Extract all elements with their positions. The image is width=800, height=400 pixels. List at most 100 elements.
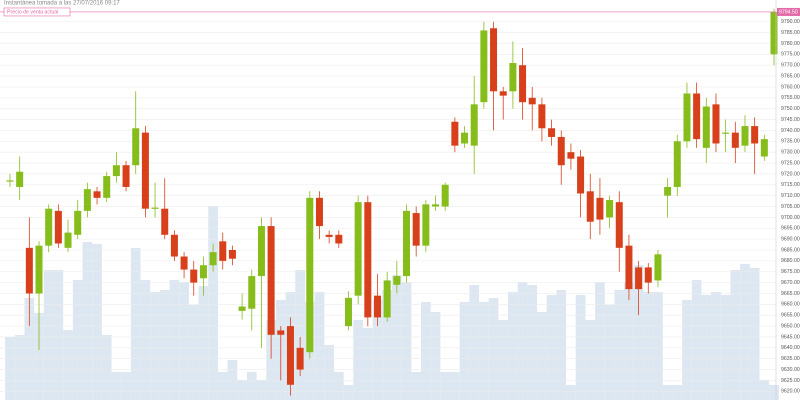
candle-body (277, 330, 285, 335)
candle-body (373, 295, 381, 318)
candle-body (586, 191, 594, 222)
volume-bar (730, 270, 741, 400)
candle-body (567, 152, 575, 159)
candle-body (499, 91, 507, 96)
candle-body (257, 226, 265, 277)
volume-bar (604, 305, 615, 400)
candle-body (441, 184, 449, 207)
candle-body (161, 208, 169, 235)
candle-body (673, 141, 681, 187)
y-tick-label: 9660.00 (781, 302, 800, 308)
volume-layer (5, 206, 779, 400)
candle-body (219, 241, 227, 261)
candle-body (461, 132, 469, 144)
candle-layer (6, 8, 778, 396)
candle-body (557, 136, 565, 166)
candle-body (248, 276, 256, 309)
candle-body (170, 234, 178, 257)
volume-bar (5, 337, 15, 400)
candle-body (509, 63, 517, 92)
volume-bar (53, 270, 64, 400)
y-tick-label: 9735.00 (781, 139, 800, 145)
candle-body (635, 267, 643, 290)
candle-body (74, 210, 82, 235)
volume-bar (585, 320, 596, 400)
y-tick-label: 9680.00 (781, 258, 800, 264)
candle-body (364, 202, 372, 318)
volume-bar (595, 282, 605, 400)
volume-bar (488, 298, 499, 400)
candle-body (528, 97, 536, 105)
candle-body (615, 202, 623, 248)
y-tick-label: 9625.00 (781, 378, 800, 384)
candle-body (238, 306, 246, 311)
candle-body (35, 245, 43, 294)
y-tick-label: 9750.00 (781, 106, 800, 112)
volume-bar (682, 300, 692, 400)
candle-body (209, 252, 217, 266)
volume-bar (546, 295, 557, 400)
volume-bar (691, 280, 702, 400)
volume-bar (227, 360, 238, 400)
candle-body (577, 156, 585, 194)
y-tick-label: 9690.00 (781, 237, 800, 243)
volume-bar (430, 312, 441, 400)
volume-bar (537, 312, 547, 400)
candle-body (664, 186, 672, 196)
y-tick-label: 9715.00 (781, 182, 800, 188)
volume-bar (740, 264, 750, 400)
y-tick-label: 9740.00 (781, 128, 800, 134)
volume-bar (498, 320, 509, 400)
volume-bar (411, 372, 422, 400)
volume-bar (217, 372, 228, 400)
volume-bar (34, 313, 44, 400)
volume-bar (392, 275, 402, 400)
volume-bar (150, 292, 160, 400)
volume-bar (653, 292, 663, 400)
volume-bar (459, 302, 470, 400)
y-tick-label: 9745.00 (781, 117, 800, 123)
volume-bar (517, 282, 528, 400)
current-price-label: 9794.50 (779, 9, 798, 15)
candle-body (325, 234, 333, 237)
candle-body (54, 210, 62, 244)
candle-body (16, 171, 24, 187)
volume-bar (556, 290, 567, 400)
volume-bar (672, 385, 683, 400)
y-tick-label: 9630.00 (781, 367, 800, 373)
volume-bar (63, 330, 73, 400)
volume-bar (633, 265, 644, 400)
candle-body (6, 180, 14, 182)
y-tick-label: 9790.00 (781, 19, 800, 25)
candle-body (344, 297, 352, 327)
y-tick-label: 9655.00 (781, 313, 800, 319)
volume-bar (343, 385, 354, 400)
volume-bar (769, 385, 779, 400)
y-tick-label: 9700.00 (781, 215, 800, 221)
volume-bar (266, 320, 276, 400)
volume-bar (527, 285, 538, 400)
volume-bar (188, 305, 199, 400)
candle-body (731, 132, 739, 148)
candle-body (644, 267, 652, 283)
candle-body (228, 250, 236, 259)
y-tick-label: 9755.00 (781, 95, 800, 101)
volume-bar (314, 292, 325, 400)
y-tick-label: 9765.00 (781, 73, 800, 79)
volume-bar (256, 380, 267, 400)
candle-body (412, 213, 420, 246)
y-tick-label: 9775.00 (781, 52, 800, 58)
volume-bar (101, 335, 112, 400)
candle-body (606, 200, 614, 218)
candle-body (403, 210, 411, 277)
candle-body (722, 132, 730, 134)
candle-body (751, 126, 759, 144)
volume-bar (643, 292, 654, 400)
volume-bar (169, 280, 180, 400)
candle-body (760, 139, 768, 157)
volume-bar (198, 286, 209, 400)
candle-body (315, 197, 323, 227)
candle-body (538, 104, 546, 129)
candle-body (190, 269, 198, 283)
